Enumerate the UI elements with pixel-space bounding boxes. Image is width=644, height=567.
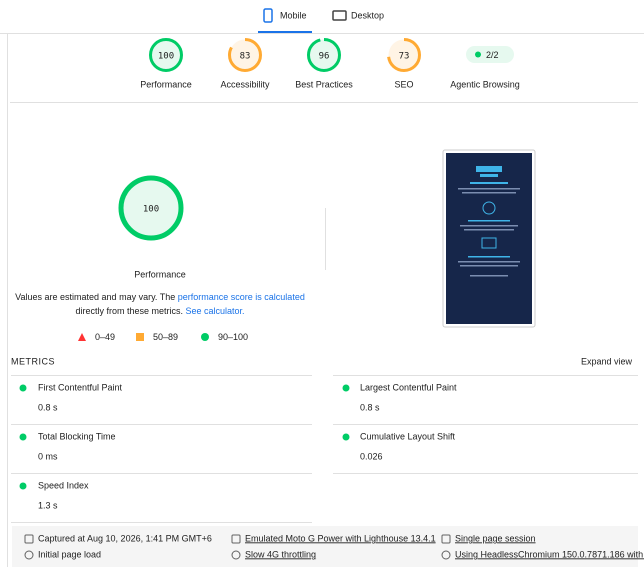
note-text: directly from these metrics.	[75, 306, 185, 316]
footer-bg	[12, 526, 638, 567]
metric-value: 0 ms	[38, 451, 58, 461]
page-screenshot	[442, 149, 536, 328]
metric-dot	[19, 384, 27, 392]
category-label: Accessibility	[220, 79, 270, 89]
gauge-arc	[118, 175, 184, 241]
footer-text: Emulated Moto G Power with Lighthouse 13…	[245, 533, 436, 543]
gauge-arc	[149, 38, 183, 72]
footer-text: Slow 4G throttling	[245, 549, 316, 559]
tab-icon	[263, 8, 273, 23]
legend-label: 0–49	[95, 332, 115, 342]
gauge-score: 100	[158, 52, 174, 62]
metric-label: Speed Index	[38, 480, 89, 490]
metric-label: First Contentful Paint	[38, 382, 123, 392]
tab-label: Mobile	[280, 10, 307, 20]
tab-label: Desktop	[351, 10, 384, 20]
legend-icon	[78, 333, 86, 341]
footer-icon	[441, 534, 451, 544]
legend-label: 50–89	[153, 332, 178, 342]
tab[interactable]: Desktop	[332, 10, 384, 21]
tab-icon	[332, 10, 347, 21]
gauge-score: 96	[319, 52, 330, 62]
note-link[interactable]: performance score is calculated	[178, 292, 305, 302]
footer-text: Initial page load	[38, 549, 101, 559]
metric-label: Largest Contentful Paint	[360, 382, 457, 392]
category-label: Agentic Browsing	[450, 79, 520, 89]
gauge-score: 83	[240, 52, 251, 62]
metric-label: Total Blocking Time	[38, 431, 116, 441]
expand-toggle[interactable]: Expand view	[581, 356, 633, 366]
metric-label: Cumulative Layout Shift	[360, 431, 456, 441]
badge-dot	[475, 51, 481, 58]
footer-icon	[231, 550, 241, 560]
metric-dot	[19, 482, 27, 490]
badge	[466, 46, 514, 63]
gauge-bg	[229, 39, 261, 71]
gauge-score: 73	[399, 52, 410, 62]
category-label: Performance	[140, 79, 192, 89]
footer-icon	[24, 534, 34, 544]
gauge-bg	[121, 178, 181, 238]
footer-icon	[24, 550, 34, 560]
gauge-arc	[387, 38, 421, 72]
gauge-bg	[388, 39, 420, 71]
footer-text: Single page session	[455, 533, 536, 543]
footer-icon	[231, 534, 241, 544]
summary-title: Performance	[134, 269, 186, 279]
legend-icon	[201, 333, 209, 341]
metric-value: 0.026	[360, 451, 383, 461]
gauge-arc	[307, 38, 341, 72]
metric-dot	[342, 384, 350, 392]
footer-text: Using HeadlessChromium 150.0.7871.186 wi…	[455, 549, 644, 559]
metric-value: 1.3 s	[38, 500, 58, 510]
footer-icon	[441, 550, 451, 560]
metric-dot	[342, 433, 350, 441]
gauge-arc	[228, 38, 262, 72]
tab-underline	[258, 31, 312, 33]
gauge-score: 100	[143, 205, 159, 215]
metric-value: 0.8 s	[38, 402, 58, 412]
summary-note: Values are estimated and may vary. The p…	[15, 292, 305, 302]
gauge-bg	[150, 39, 182, 71]
metric-dot	[19, 433, 27, 441]
summary-note: directly from these metrics. See calcula…	[75, 306, 244, 316]
legend-label: 90–100	[218, 332, 248, 342]
category-label: SEO	[394, 79, 413, 89]
metrics-heading: METRICS	[11, 356, 55, 366]
badge-text: 2/2	[486, 50, 499, 60]
category-label: Best Practices	[295, 79, 353, 89]
footer-text: Captured at Aug 10, 2026, 1:41 PM GMT+6	[38, 533, 212, 543]
tab[interactable]: Mobile	[258, 8, 312, 33]
gauge-bg	[308, 39, 340, 71]
legend-icon	[136, 333, 144, 341]
metric-value: 0.8 s	[360, 402, 380, 412]
note-text: Values are estimated and may vary. The	[15, 292, 178, 302]
note-link[interactable]: See calculator.	[185, 306, 244, 316]
